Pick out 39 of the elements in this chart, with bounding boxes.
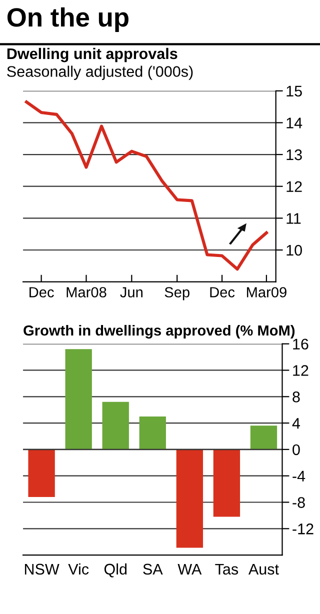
y-axis-title: Seasonally adjusted ('000s) [7,66,193,80]
chart-title: On the up [7,7,128,32]
y-tick-label: 15 [286,86,302,97]
y-tick-label: 16 [293,338,308,350]
x-tick-label: Vic [68,563,89,575]
y-tick-label: -12 [292,524,314,534]
y-tick-label: 12 [293,365,308,376]
y-tick-label: 11 [286,213,301,224]
bar [65,349,92,450]
bar [213,449,240,517]
y-tick-label: 8 [292,392,300,402]
x-tick-label: Aust [248,564,279,575]
x-tick-label: Sep [164,287,190,300]
x-tick-label: Dec [210,287,235,298]
y-tick-label: 4 [292,418,300,429]
x-tick-label: NSW [24,564,60,575]
x-tick-label: SA [143,564,163,575]
bar [28,449,55,497]
y-tick-label: 14 [286,118,302,128]
bar [102,402,129,450]
x-tick-label: Mar08 [66,287,106,298]
x-tick-label: Dec [30,287,54,298]
y-tick-label: 12 [286,181,302,192]
y-tick-label: 13 [286,149,302,160]
x-tick-label: WA [178,564,202,574]
x-tick-label: Mar09 [246,287,286,298]
x-tick-label: Tas [215,564,238,575]
y-tick-label: -4 [292,470,306,482]
y-tick-label: 10 [286,244,302,256]
chart-title: Growth in dwellings approved (% MoM) [24,324,295,339]
y-tick-label: 0 [292,444,300,456]
chart-subtitle: Dwelling unit approvals [7,48,178,62]
bar [250,426,278,450]
x-tick-label: Qld [104,563,127,578]
y-tick-label: -8 [292,497,305,508]
line-series [24,100,268,271]
bar [176,449,203,548]
bar [139,416,166,450]
x-tick-label: Jun [120,287,142,298]
